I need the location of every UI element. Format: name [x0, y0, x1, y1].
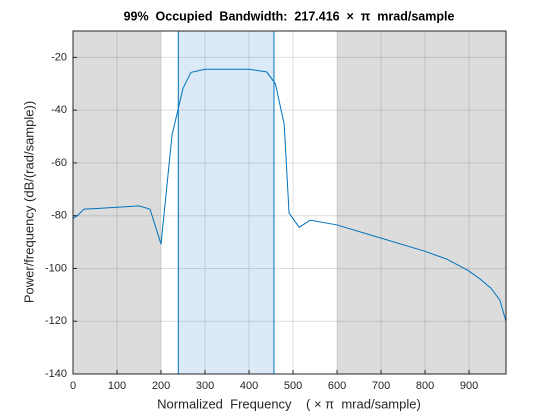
- shaded-region: [337, 31, 506, 374]
- y-tick-label: -60: [51, 157, 67, 169]
- axes-box: [72, 30, 507, 375]
- x-tick-label: 400: [240, 380, 258, 392]
- x-tick-label: 800: [416, 380, 434, 392]
- y-tick-label: -80: [51, 210, 67, 222]
- y-tick-label: -20: [51, 51, 67, 63]
- data-line: [72, 68, 507, 322]
- y-tick-label: -140: [45, 368, 67, 380]
- x-tick-label: 600: [328, 380, 346, 392]
- x-tick-label: 500: [284, 380, 302, 392]
- chart-title: 99% Occupied Bandwidth: 217.416 × π mrad…: [124, 9, 455, 23]
- x-axis-label: Normalized Frequency ( × π mrad/sample): [157, 396, 421, 411]
- x-tick-label: 200: [152, 380, 170, 392]
- shaded-region: [73, 31, 162, 374]
- x-tick-label: 0: [70, 380, 76, 392]
- x-tick-label: 900: [460, 380, 478, 392]
- y-tick-label: -40: [51, 104, 67, 116]
- y-tick-label: -100: [45, 262, 67, 274]
- y-axis-label: Power/frequency (dB/(rad/sample)): [21, 101, 36, 303]
- x-tick-label: 700: [372, 380, 390, 392]
- x-tick-label: 100: [108, 380, 126, 392]
- occupied-band: [178, 31, 274, 374]
- x-tick-label: 300: [196, 380, 214, 392]
- y-tick-label: -120: [45, 315, 67, 327]
